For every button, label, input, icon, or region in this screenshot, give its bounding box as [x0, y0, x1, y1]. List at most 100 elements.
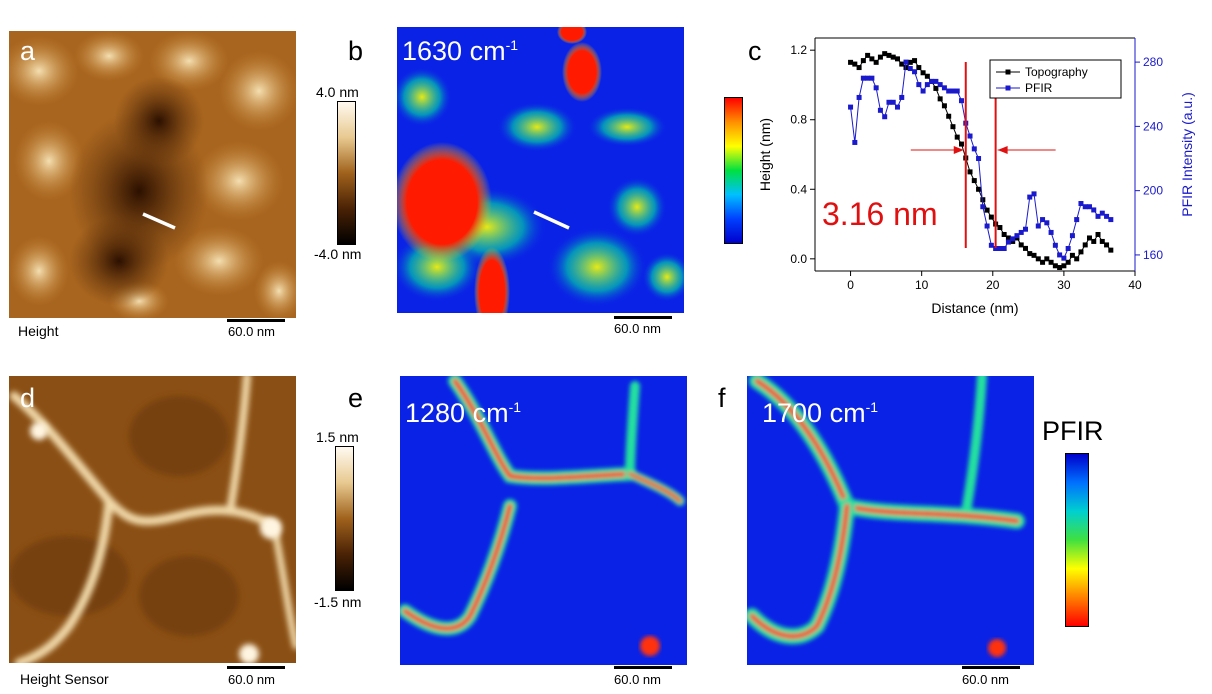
x-tick-label: 0: [847, 278, 854, 292]
data-point-topography: [1108, 247, 1114, 253]
x-tick-label: 10: [915, 278, 929, 292]
x-tick-label: 30: [1057, 278, 1071, 292]
data-point-pfir: [886, 99, 892, 105]
data-point-pfir: [1069, 233, 1075, 239]
data-point-topography: [980, 197, 986, 203]
scalebar-label-d: 60.0 nm: [228, 672, 275, 687]
data-point-topography: [877, 54, 883, 60]
data-point-topography: [941, 103, 947, 109]
data-point-pfir: [890, 99, 896, 105]
data-point-topography: [890, 54, 896, 60]
data-point-pfir: [993, 246, 999, 252]
data-point-pfir: [1010, 236, 1016, 242]
data-point-pfir: [924, 82, 930, 88]
chart-c: 0 10 20 30 40 Distance (nm) 0.0 0.4 0.8 1.2 Height…: [757, 37, 1195, 316]
wavenumber-value-b: 1630 cm: [402, 36, 506, 66]
data-point-pfir: [1104, 213, 1110, 219]
data-point-pfir: [1027, 194, 1033, 200]
data-point-topography: [1099, 238, 1105, 244]
data-point-topography: [1044, 256, 1050, 262]
data-point-pfir: [920, 88, 926, 94]
data-point-pfir: [937, 82, 943, 88]
data-point-pfir: [869, 75, 875, 81]
legend-box: [989, 59, 1122, 99]
scalebar-f: [962, 666, 1020, 669]
data-point-pfir: [1031, 191, 1037, 197]
height-map-a: [9, 31, 296, 318]
data-point-topography: [1022, 245, 1028, 251]
arrow-left-head: [953, 146, 964, 154]
data-point-pfir: [1048, 229, 1054, 235]
data-point-pfir: [1099, 210, 1105, 216]
data-point-pfir: [1014, 233, 1020, 239]
data-point-pfir: [873, 85, 879, 91]
data-point-pfir: [980, 204, 986, 210]
y2-tick-label: 280: [1143, 55, 1163, 69]
scalebar-a: [227, 319, 285, 322]
data-point-topography: [1027, 251, 1033, 257]
data-point-pfir: [954, 88, 960, 94]
data-point-pfir: [929, 78, 935, 84]
data-point-pfir: [882, 114, 888, 120]
data-point-topography: [894, 56, 900, 62]
data-point-topography: [933, 85, 939, 91]
data-point-topography: [869, 56, 875, 62]
data-point-topography: [865, 52, 871, 58]
colorbar-top-max: 4.0 nm: [316, 84, 359, 100]
data-point-pfir: [1086, 204, 1092, 210]
data-point-pfir: [950, 88, 956, 94]
data-point-topography: [856, 65, 862, 71]
data-point-pfir: [912, 69, 918, 75]
wavenumber-label-e: 1280 cm-1: [405, 392, 521, 428]
x-axis-label: Distance (nm): [931, 300, 1018, 316]
data-point-pfir: [860, 75, 866, 81]
data-point-topography: [1035, 256, 1041, 262]
data-point-topography: [946, 113, 952, 119]
panel-label-d: d: [20, 383, 36, 413]
data-point-pfir: [971, 146, 977, 152]
data-point-pfir: [946, 88, 952, 94]
data-point-pfir: [907, 66, 913, 72]
data-point-pfir: [1078, 201, 1084, 207]
data-point-pfir: [916, 82, 922, 88]
data-point-topography: [873, 59, 879, 65]
colorbar-bottom-min: -1.5 nm: [314, 594, 362, 610]
wavenumber-label-f: 1700 cm-1: [762, 392, 878, 428]
data-point-pfir: [1108, 217, 1114, 223]
data-point-topography: [1078, 249, 1084, 255]
data-point-topography: [971, 178, 977, 184]
data-point-pfir: [958, 98, 964, 104]
legend-marker-topography: [1005, 69, 1011, 75]
panel-label-c: c: [748, 36, 762, 66]
data-point-pfir: [1035, 223, 1041, 229]
panel-label-e: e: [348, 383, 364, 413]
arrow-right-head: [997, 146, 1008, 154]
data-point-pfir: [984, 223, 990, 229]
scalebar-label-b: 60.0 nm: [614, 321, 661, 336]
data-point-topography: [1031, 252, 1037, 258]
y2-axis-label: PFIR Intensity (a.u.): [1179, 92, 1195, 216]
data-point-topography: [852, 61, 858, 67]
scalebar-b: [614, 316, 672, 319]
data-point-topography: [912, 58, 918, 64]
pfir-map-f: [747, 376, 1034, 665]
panel-label-f: f: [718, 383, 726, 413]
wavenumber-sup-e: -1: [508, 399, 522, 415]
wavenumber-value-f: 1700 cm: [762, 398, 866, 428]
legend-label-pfir: PFIR: [1025, 81, 1053, 95]
data-point-topography: [1048, 259, 1054, 265]
caption-a: Height: [18, 323, 59, 339]
data-point-pfir: [1091, 207, 1097, 213]
data-point-topography: [988, 214, 994, 220]
data-point-pfir: [852, 139, 858, 145]
data-point-pfir: [877, 107, 883, 113]
y2-tick-label: 200: [1143, 184, 1163, 198]
data-point-topography: [1001, 231, 1007, 237]
height-colorbar-bottom: [335, 446, 354, 591]
data-point-pfir: [941, 85, 947, 91]
data-point-topography: [1010, 238, 1016, 244]
data-point-topography: [1074, 256, 1080, 262]
data-point-topography: [899, 61, 905, 67]
data-point-topography: [1061, 263, 1067, 269]
height-map-d: [9, 376, 296, 663]
